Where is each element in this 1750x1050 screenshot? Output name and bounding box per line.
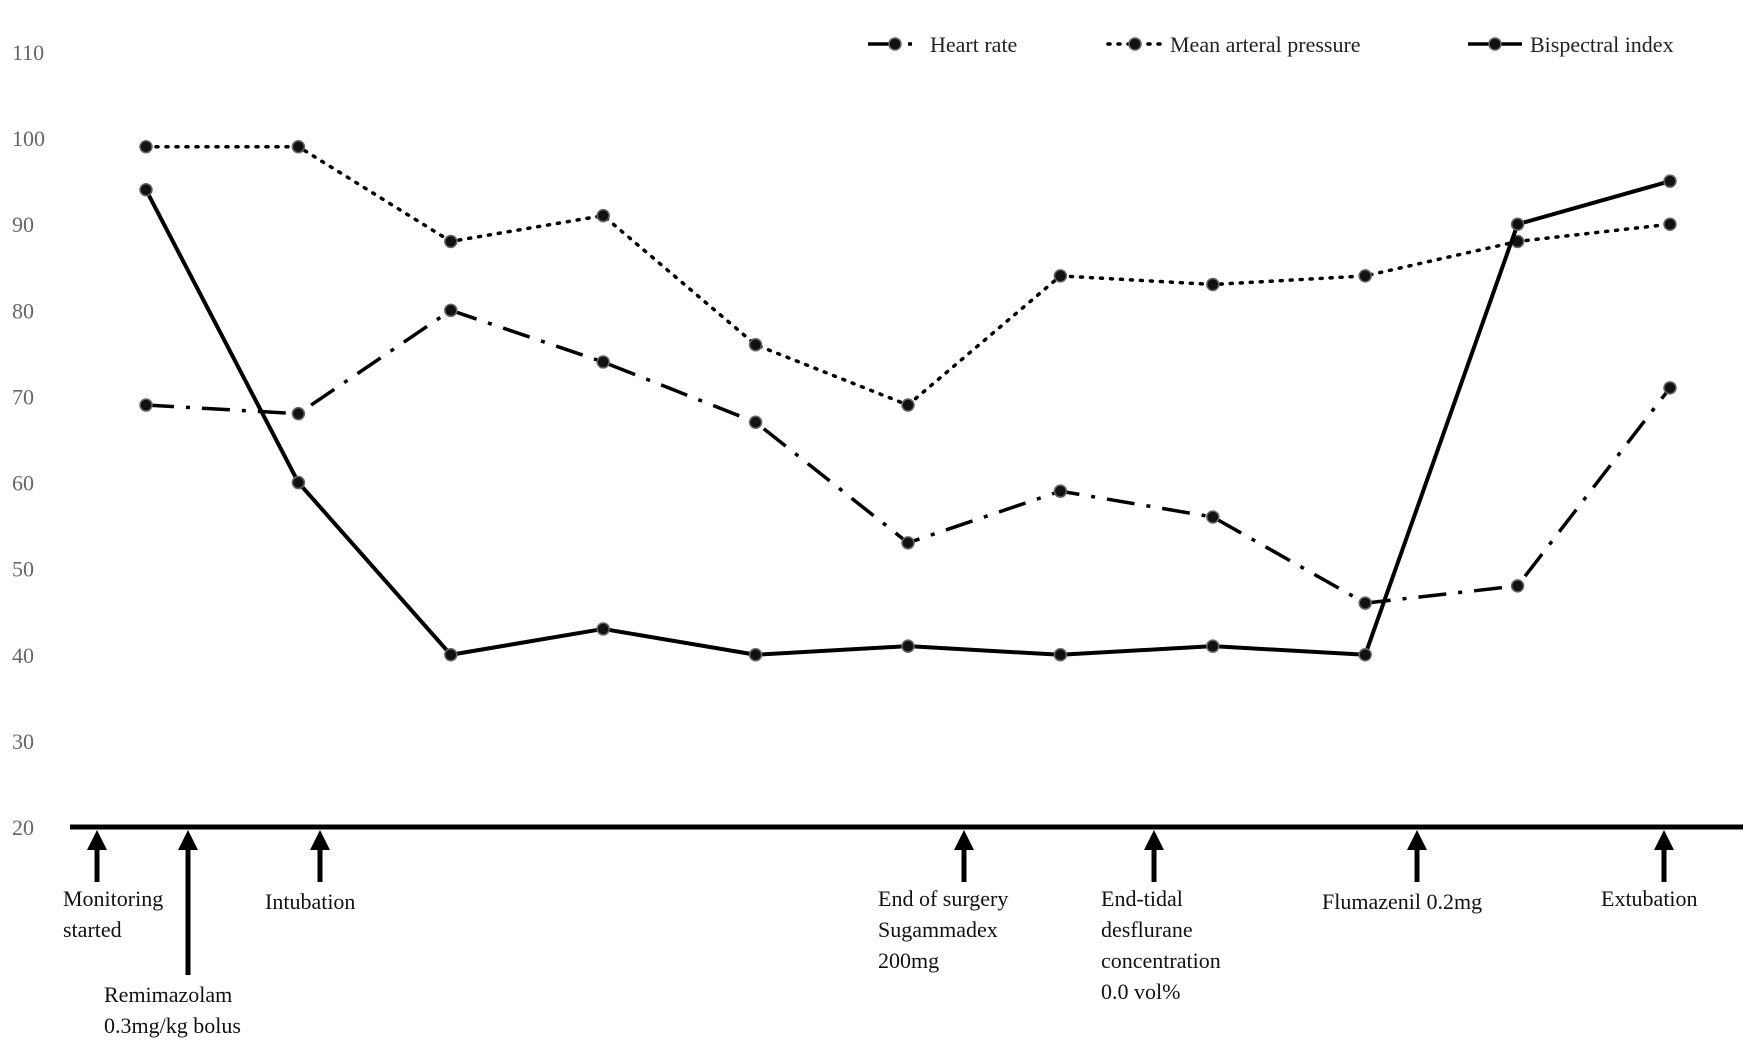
y-tick-label: 100 <box>12 126 45 151</box>
y-tick-label: 30 <box>12 729 34 754</box>
event-arrow-icon <box>1407 830 1427 850</box>
event-label: started <box>63 917 122 942</box>
y-tick-label: 110 <box>12 40 44 65</box>
event-label: End of surgery <box>878 886 1008 911</box>
data-point <box>1663 174 1677 188</box>
legend-item: Mean arteral pressure <box>1106 32 1361 57</box>
event-label: 0.0 vol% <box>1101 979 1180 1004</box>
y-tick-label: 20 <box>12 815 34 840</box>
legend-label: Mean arteral pressure <box>1170 32 1361 57</box>
data-point <box>1206 277 1220 292</box>
event-arrow-icon <box>954 830 974 850</box>
data-point <box>139 139 153 154</box>
data-point <box>748 415 763 430</box>
y-tick-label: 80 <box>12 298 34 323</box>
legend-item: Bispectral index <box>1468 32 1674 57</box>
data-point <box>1663 217 1677 231</box>
event-label: Remimazolam <box>104 982 232 1007</box>
series-mean-arteral-pressure <box>139 139 1677 412</box>
data-point <box>444 303 458 318</box>
event-label: concentration <box>1101 948 1221 973</box>
event-arrow-icon <box>1144 830 1164 850</box>
y-tick-label: 90 <box>12 212 34 237</box>
event-arrow-icon <box>1654 830 1674 850</box>
data-point <box>1510 579 1525 593</box>
y-tick-label: 50 <box>12 557 34 582</box>
data-point <box>596 208 610 223</box>
data-point <box>748 648 763 662</box>
data-point <box>291 139 306 154</box>
event-annotations: Monitoring started Remimazolam 0.3mg/kg bol… <box>63 830 1698 1038</box>
event-label: Intubation <box>265 889 355 914</box>
event-annotation: Extubation <box>1601 830 1698 911</box>
y-tick-label: 70 <box>12 384 34 409</box>
event-annotation: Remimazolam 0.3mg/kg bolus <box>104 830 241 1038</box>
event-arrow-icon <box>87 830 107 850</box>
data-point <box>291 406 306 421</box>
data-point <box>1053 648 1068 662</box>
event-label: Flumazenil 0.2mg <box>1322 889 1482 914</box>
event-arrow-icon <box>310 830 330 850</box>
data-point <box>596 622 610 636</box>
data-point <box>444 648 458 662</box>
data-point <box>901 398 915 412</box>
data-point <box>1206 639 1220 653</box>
data-point <box>1053 269 1068 283</box>
data-point <box>901 536 915 550</box>
event-annotation: Flumazenil 0.2mg <box>1322 830 1482 914</box>
y-tick-label: 60 <box>12 471 34 496</box>
data-point <box>1358 596 1372 610</box>
legend: Heart rate Mean arteral pressure Bispectra… <box>868 32 1674 57</box>
event-label: 200mg <box>878 948 939 973</box>
event-label: Extubation <box>1601 886 1698 911</box>
data-point <box>139 183 153 197</box>
data-point <box>1510 217 1525 231</box>
legend-swatch-marker <box>1128 37 1142 51</box>
data-point <box>1358 648 1372 662</box>
data-point <box>748 338 763 352</box>
event-annotation: End of surgery Sugammadex 200mg <box>878 830 1008 973</box>
series-heart-rate <box>139 303 1677 610</box>
event-label: 0.3mg/kg bolus <box>104 1013 241 1038</box>
event-label: Sugammadex <box>878 917 998 942</box>
legend-label: Bispectral index <box>1530 32 1674 57</box>
data-point <box>291 475 306 490</box>
data-point <box>139 398 153 412</box>
legend-label: Heart rate <box>930 32 1017 57</box>
data-point <box>444 234 458 249</box>
event-annotation: Intubation <box>265 830 355 914</box>
series-line <box>144 179 1671 657</box>
data-point <box>901 639 915 653</box>
event-label: End-tidal <box>1101 886 1183 911</box>
legend-swatch-marker <box>888 37 902 51</box>
legend-swatch-marker <box>1488 37 1502 51</box>
y-axis-ticks: 20 30 40 50 60 70 80 90 100 110 <box>12 40 45 840</box>
event-annotation: Monitoring started <box>63 830 163 942</box>
event-annotation: End-tidal desflurane concentration 0.0 vol% <box>1101 830 1221 1004</box>
data-point <box>596 355 610 369</box>
data-point <box>1663 381 1677 395</box>
series-layer <box>139 139 1677 662</box>
data-point <box>1053 484 1068 498</box>
series-line <box>145 308 1672 605</box>
event-label: desflurane <box>1101 917 1193 942</box>
y-tick-label: 40 <box>12 643 34 668</box>
series-bispectral-index <box>139 174 1677 662</box>
series-line <box>144 144 1672 407</box>
event-label: Monitoring <box>63 886 163 911</box>
event-arrow-icon <box>178 830 198 850</box>
legend-item: Heart rate <box>868 32 1017 57</box>
data-point <box>1206 510 1220 524</box>
data-point <box>1358 269 1372 283</box>
